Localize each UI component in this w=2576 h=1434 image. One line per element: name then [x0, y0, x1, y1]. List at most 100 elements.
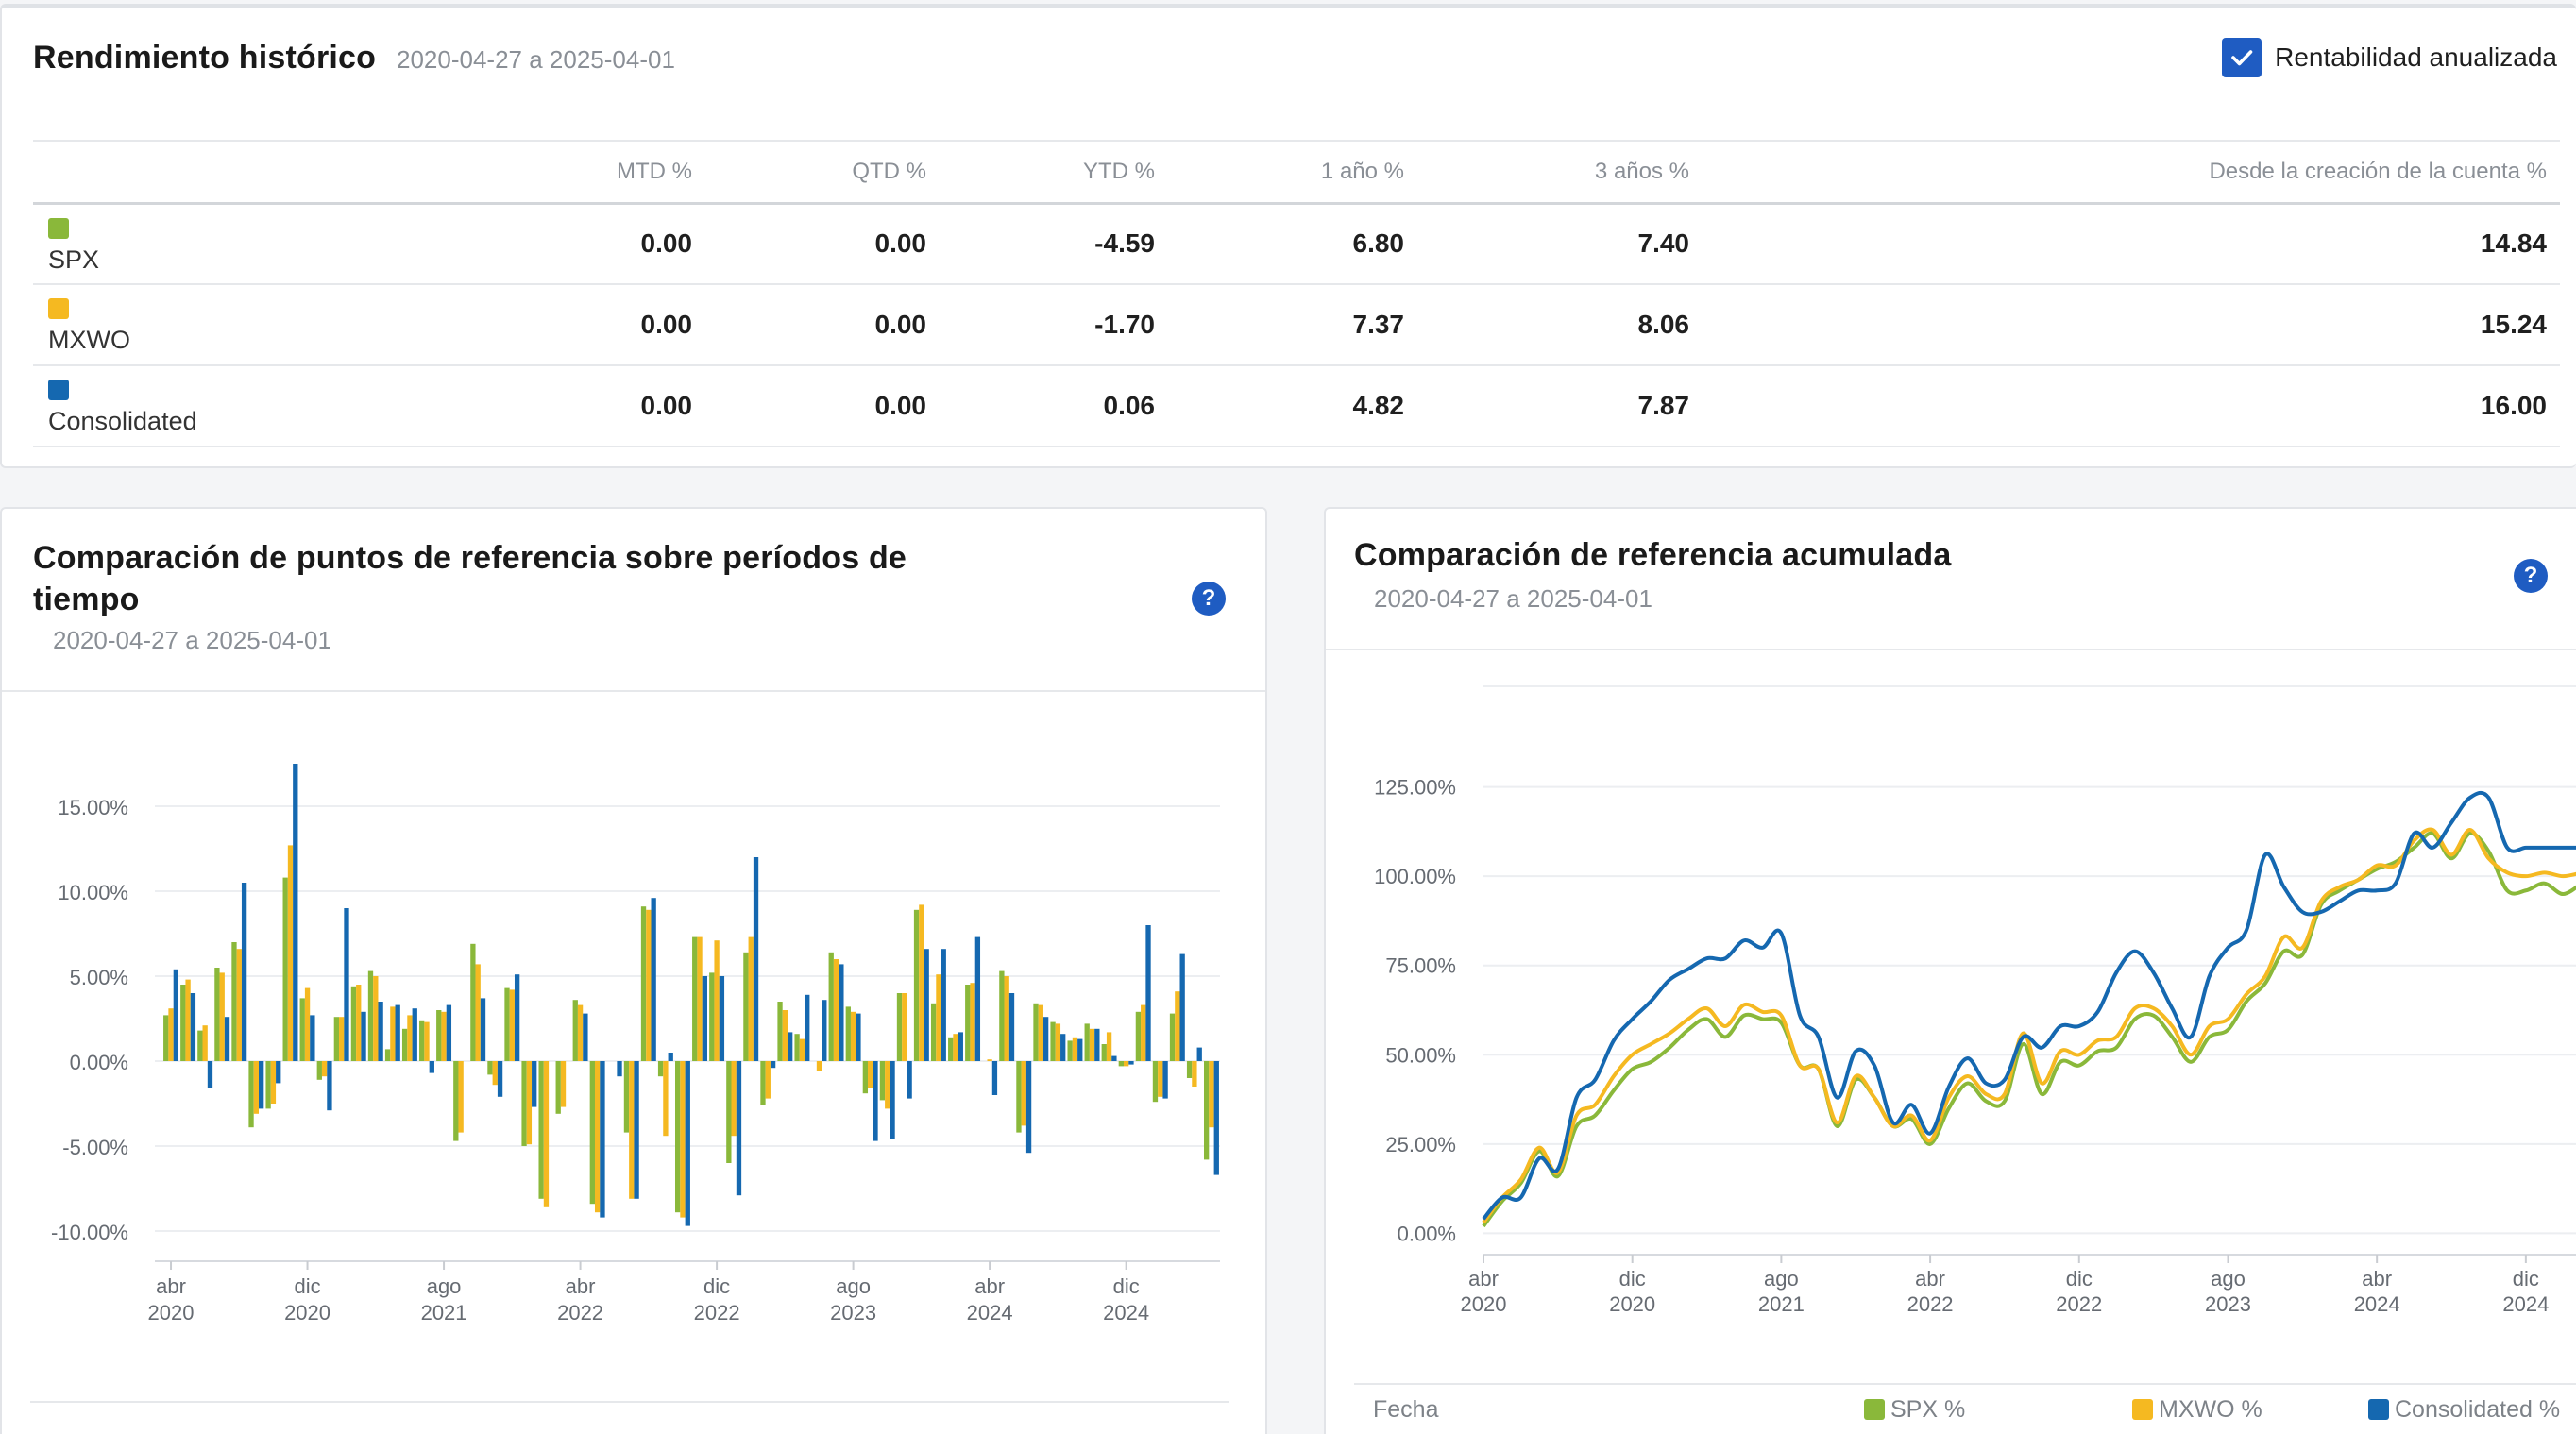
bar	[1106, 1032, 1112, 1061]
bar	[236, 949, 242, 1061]
bar	[390, 1006, 396, 1061]
table-row-consolidated: Consolidated 0.00 0.00 0.06 4.82 7.87 16…	[33, 365, 2560, 447]
bar	[321, 1061, 328, 1077]
annualized-return-checkbox[interactable]: Rentabilidad anualizada	[2222, 38, 2557, 77]
bar	[617, 1061, 622, 1077]
bar	[310, 1015, 315, 1061]
bar	[487, 1061, 493, 1075]
bar	[429, 1061, 434, 1073]
bar	[219, 972, 225, 1061]
bar	[743, 952, 749, 1061]
bar	[384, 1049, 391, 1061]
bar	[514, 974, 520, 1061]
table-row-spx: SPX 0.00 0.00 -4.59 6.80 7.40 14.84	[33, 203, 2560, 285]
bar	[589, 1061, 595, 1205]
bar	[736, 1061, 742, 1196]
bar	[583, 1013, 588, 1061]
bar	[668, 1053, 673, 1061]
bar	[902, 993, 907, 1061]
bar	[948, 1037, 954, 1061]
benchmark-periods-card: Comparación de puntos de referencia sobr…	[0, 507, 1267, 1434]
bar	[1118, 1061, 1124, 1067]
table-header-inception[interactable]: Desde la creación de la cuenta %	[1703, 140, 2560, 205]
bar	[197, 1030, 203, 1061]
cumulative-legend: Fecha SPX % MXWO % Consolidated %	[1354, 1383, 2576, 1425]
bar	[924, 949, 929, 1061]
legend-item-mxwo[interactable]: MXWO %	[2132, 1396, 2368, 1424]
help-icon[interactable]: ?	[2514, 559, 2548, 593]
bar	[1033, 1003, 1039, 1061]
historical-title: Rendimiento histórico	[33, 40, 377, 76]
table-header-3y[interactable]: 3 años %	[1417, 140, 1703, 205]
cell-inception: 15.24	[1703, 284, 2560, 366]
x-tick-label: 2024	[1103, 1301, 1149, 1324]
annualized-return-label: Rentabilidad anualizada	[2275, 42, 2557, 72]
bar	[1186, 1061, 1193, 1078]
bar	[794, 1034, 800, 1061]
bar	[282, 877, 288, 1061]
bar	[1175, 991, 1180, 1061]
x-tick-label: 2023	[830, 1301, 876, 1324]
bar	[1192, 1061, 1197, 1087]
table-header-qtd[interactable]: QTD %	[705, 140, 940, 205]
x-tick-label: ago	[427, 1274, 462, 1298]
cumulative-date-range: 2020-04-27 a 2025-04-01	[1374, 584, 1652, 613]
bar	[339, 1017, 345, 1061]
bar	[1152, 1061, 1159, 1103]
bar	[1084, 1023, 1090, 1061]
y-tick-label: 125.00%	[1374, 776, 1456, 800]
bar	[202, 1025, 208, 1061]
x-tick-label: abr	[566, 1274, 596, 1298]
divider	[2, 690, 1265, 692]
bar	[1060, 1034, 1066, 1061]
bar	[958, 1032, 963, 1061]
bar	[224, 1017, 230, 1061]
bar	[1209, 1061, 1214, 1128]
bar	[1162, 1061, 1168, 1099]
bar	[1158, 1061, 1163, 1097]
bar	[987, 1059, 992, 1061]
performance-table: MTD % QTD % YTD % 1 año % 3 años % Desde…	[33, 140, 2560, 447]
cell-ytd: -4.59	[940, 203, 1168, 285]
bar	[919, 904, 924, 1061]
x-tick-label: dic	[294, 1274, 320, 1298]
consolidated-color-swatch	[2368, 1399, 2389, 1420]
bar	[1072, 1037, 1078, 1061]
bar	[680, 1061, 686, 1218]
benchmark-periods-title: Comparación de puntos de referencia sobr…	[33, 540, 907, 617]
x-tick-label: abr	[2362, 1267, 2392, 1291]
bar	[777, 1002, 783, 1061]
bar	[839, 964, 844, 1061]
bar	[782, 1010, 788, 1061]
bar	[265, 1061, 271, 1109]
bar	[407, 1015, 413, 1061]
bar	[953, 1034, 958, 1061]
cell-ytd: 0.06	[940, 365, 1168, 447]
table-header-1y[interactable]: 1 año %	[1168, 140, 1417, 205]
table-header-mtd[interactable]: MTD %	[316, 140, 705, 205]
y-tick-label: 0.00%	[1398, 1222, 1456, 1245]
legend-item-spx[interactable]: SPX %	[1864, 1396, 2132, 1424]
bar	[594, 1061, 601, 1213]
benchmark-periods-date-range: 2020-04-27 a 2025-04-01	[53, 626, 331, 654]
y-tick-label: 75.00%	[1385, 954, 1456, 978]
bar	[373, 976, 379, 1061]
mxwo-color-swatch	[48, 298, 69, 319]
x-tick-label: 2020	[284, 1301, 330, 1324]
y-tick-label: 100.00%	[1374, 865, 1456, 888]
bar	[299, 998, 305, 1061]
bar	[453, 1061, 459, 1141]
bar	[930, 1003, 937, 1061]
help-icon[interactable]: ?	[1192, 582, 1226, 616]
x-tick-label: 2023	[2205, 1292, 2251, 1316]
table-header-ytd[interactable]: YTD %	[940, 140, 1168, 205]
bar	[424, 1021, 430, 1061]
row-name-cell: Consolidated	[33, 365, 316, 447]
bar	[214, 968, 220, 1061]
bar	[572, 1000, 578, 1061]
bar	[538, 1061, 544, 1199]
legend-item-consolidated[interactable]: Consolidated %	[2368, 1396, 2560, 1424]
bar	[458, 1061, 464, 1133]
checkbox-checked-icon[interactable]	[2222, 38, 2262, 77]
cumulative-comparison-card: Comparación de referencia acumulada 2020…	[1324, 507, 2576, 1434]
